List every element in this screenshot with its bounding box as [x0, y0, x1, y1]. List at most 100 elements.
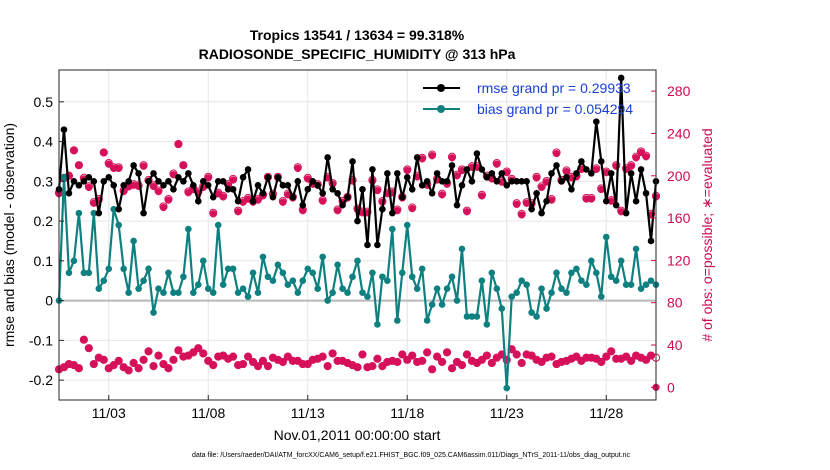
- rmse-point-110: [602, 197, 610, 205]
- x-tick-label-1: 11/08: [191, 405, 225, 421]
- left-tick-label-4: 0.2: [34, 213, 54, 229]
- chart-subtitle: RADIOSONDE_SPECIFIC_HUMIDITY @ 313 hPa: [199, 46, 516, 62]
- obs-upper-evaluated-31: [209, 210, 217, 218]
- obs-lower-evaluated-95: [528, 351, 536, 360]
- rmse-point-3: [70, 178, 78, 185]
- bias-point-90: [503, 384, 511, 392]
- left-y-axis-label: rmse and bias (model - observation): [1, 123, 17, 347]
- bias-point-100: [553, 269, 560, 277]
- bias-point-108: [593, 269, 600, 277]
- bias-point-116: [632, 245, 640, 253]
- rmse-point-82: [463, 166, 471, 173]
- bias-point-85: [478, 277, 486, 285]
- obs-lower-evaluated-45: [279, 358, 287, 366]
- x-tick-label-0: 11/03: [92, 405, 126, 421]
- obs-upper-evaluated-64: [373, 186, 381, 195]
- rmse-point-26: [185, 170, 192, 177]
- rmse-point-90: [503, 182, 511, 189]
- obs-upper-evaluated-92: [513, 200, 521, 208]
- rmse-point-77: [438, 178, 446, 185]
- bias-point-69: [398, 269, 406, 277]
- obs-lower-evaluated-69: [398, 350, 406, 359]
- rmse-point-68: [394, 170, 401, 177]
- obs-lower-evaluated-82: [463, 350, 471, 359]
- legend-rmse-label: rmse grand pr = 0.29933: [477, 80, 631, 96]
- rmse-point-25: [180, 178, 187, 185]
- obs-lower-evaluated-81: [458, 361, 466, 369]
- rmse-point-54: [324, 154, 331, 161]
- obs-lower-evaluated-60: [353, 363, 362, 371]
- obs-lower-evaluated-35: [229, 353, 237, 361]
- obs-upper-evaluated-70: [403, 166, 411, 175]
- bias-point-114: [622, 281, 630, 288]
- right-tick-label-6: 240: [667, 125, 691, 141]
- bias-point-57: [339, 285, 346, 292]
- bias-point-74: [423, 317, 431, 324]
- bias-point-25: [180, 273, 187, 281]
- obs-lower-evaluated-98: [542, 354, 551, 362]
- obs-upper-evaluated-116: [632, 154, 640, 162]
- rmse-point-79: [448, 162, 456, 169]
- bias-point-103: [568, 269, 575, 277]
- rmse-point-40: [254, 182, 262, 189]
- rmse-point-78: [443, 178, 451, 185]
- x-tick-label-5: 11/28: [589, 405, 623, 421]
- left-y-axis: -0.2 -0.1 0 0.1 0.2 0.3 0.4 0.5: [29, 94, 64, 388]
- rmse-point-55: [329, 185, 336, 193]
- rmse-point-91: [508, 178, 516, 185]
- obs-upper-evaluated-97: [537, 183, 546, 192]
- data-file-footer: data file: /Users/raeder/DAI/ATM_forcXX/…: [192, 452, 631, 459]
- bias-point-75: [428, 301, 436, 308]
- bias-point-12: [115, 221, 122, 229]
- bias-point-21: [160, 289, 167, 296]
- rmse-point-115: [627, 170, 635, 177]
- bias-point-86: [483, 321, 491, 328]
- bias-point-26: [185, 225, 192, 233]
- legend-bias-marker: [437, 105, 445, 113]
- obs-upper-evaluated-33: [219, 193, 227, 201]
- bias-point-119: [647, 277, 655, 285]
- bias-point-24: [175, 289, 182, 296]
- obs-lower-evaluated-76: [433, 353, 441, 361]
- bias-point-6: [85, 269, 93, 277]
- rmse-point-62: [364, 241, 371, 249]
- obs-lower-evaluated-110: [602, 353, 610, 361]
- bias-point-58: [344, 289, 351, 296]
- obs-lower-evaluated-53: [319, 353, 327, 361]
- obs-lower-evaluated-11: [110, 361, 118, 369]
- bias-point-63: [369, 269, 376, 277]
- rmse-point-84: [473, 150, 481, 157]
- obs-lower-evaluated-97: [537, 358, 546, 366]
- rmse-point-51: [309, 178, 317, 185]
- rmse-point-100: [553, 162, 560, 169]
- obs-upper-evaluated-71: [408, 204, 416, 213]
- obs-upper-evaluated-93: [518, 211, 526, 219]
- rmse-point-96: [533, 189, 540, 197]
- obs-lower-evaluated-59: [348, 361, 357, 369]
- rmse-point-22: [165, 178, 172, 185]
- bias-point-22: [165, 269, 172, 277]
- bias-point-11: [110, 205, 118, 213]
- obs-lower-evaluated-55: [329, 349, 337, 358]
- bias-point-67: [389, 225, 396, 233]
- bias-point-8: [95, 285, 103, 292]
- obs-lower-evaluated-19: [149, 362, 158, 370]
- rmse-point-18: [145, 178, 152, 185]
- obs-upper-evaluated-35: [229, 176, 237, 184]
- x-tick-label-3: 11/18: [390, 405, 424, 421]
- bias-point-49: [299, 277, 307, 285]
- rmse-point-95: [528, 205, 535, 213]
- bias-point-19: [150, 309, 157, 316]
- obs-lower-evaluated-85: [478, 356, 486, 364]
- x-tick-label-4: 11/23: [490, 405, 524, 421]
- legend-rmse-marker: [437, 84, 445, 92]
- bias-point-89: [498, 305, 506, 312]
- obs-lower-evaluated-37: [239, 360, 247, 368]
- bias-point-82: [463, 313, 471, 320]
- obs-upper-evaluated-4: [75, 161, 83, 169]
- bias-point-96: [533, 313, 540, 320]
- rmse-point-64: [374, 241, 381, 249]
- obs-lower-evaluated-40: [254, 362, 262, 370]
- bias-point-23: [170, 289, 177, 296]
